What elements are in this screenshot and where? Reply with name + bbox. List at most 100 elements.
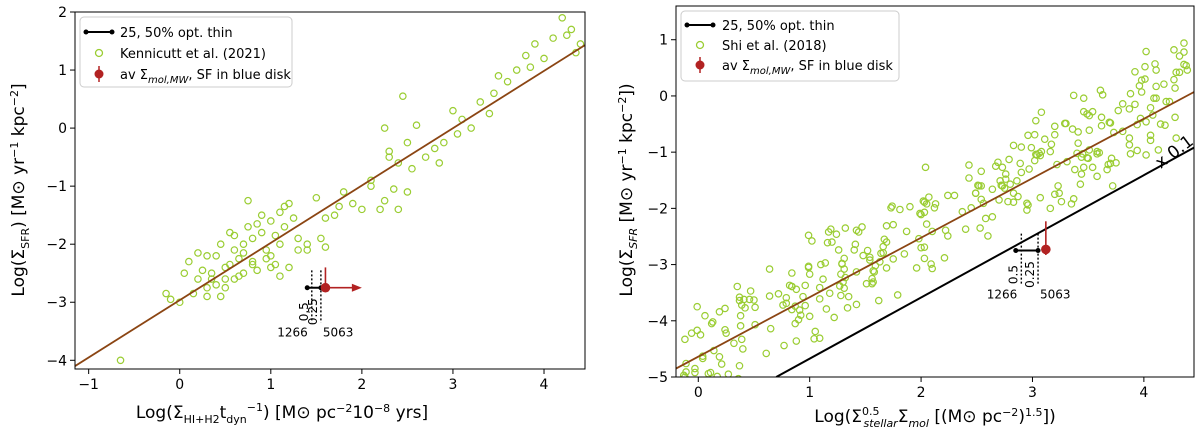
right-scatter-point: [745, 295, 754, 304]
right-scatter-point: [736, 322, 745, 330]
right-scatter-point: [930, 204, 939, 212]
right-scatter-point: [1098, 91, 1107, 99]
left-scatter-point: [262, 246, 271, 254]
left-scatter-point: [253, 220, 261, 228]
right-scatter-point: [874, 296, 883, 305]
left-scatter-point: [348, 199, 357, 208]
right-scatter-point: [708, 318, 717, 326]
right-scatter-point: [975, 182, 983, 190]
left-y-tick-label: 2: [58, 5, 67, 21]
left-scatter-point: [303, 246, 312, 254]
right-scatter-point: [815, 283, 824, 292]
right-scatter-point: [774, 290, 783, 298]
left-legend-label-2: Kennicutt et al. (2021): [120, 47, 266, 62]
left-y-axis-label: Log(ΣSFR) [M⊙ yr−1 kpc−2]: [8, 83, 32, 296]
right-scatter-point: [912, 264, 921, 272]
left-scatter-point: [435, 159, 444, 167]
right-scatter-point: [734, 374, 742, 377]
left-scatter-point: [248, 234, 257, 243]
right-scatter-point: [805, 312, 814, 321]
left-scatter-point: [330, 211, 339, 219]
left-scatter-point: [339, 188, 348, 196]
right-scatter-point: [858, 223, 866, 231]
right-scatter-point: [919, 197, 928, 205]
left-scatter-point: [180, 269, 189, 278]
right-scatter-point: [882, 221, 891, 230]
right-scatter-point: [721, 304, 729, 313]
right-scatter-point: [815, 295, 824, 303]
left-scatter-point: [226, 228, 234, 237]
right-scatter-point: [1046, 204, 1055, 213]
left-scatter-point: [248, 260, 257, 269]
right-scatter-point: [730, 339, 738, 348]
left-scatter-point: [321, 243, 330, 251]
right-scatter-point: [869, 266, 877, 275]
right-scatter-point: [981, 214, 990, 223]
right-scatter-point: [1001, 170, 1010, 178]
right-scatter-point: [1014, 192, 1022, 201]
right-scatter-point: [682, 368, 690, 376]
right-scatter-point: [1027, 143, 1036, 152]
right-scatter-point: [1180, 39, 1188, 47]
right-scatter-point: [854, 228, 863, 236]
right-scatter-point: [1154, 146, 1163, 154]
right-scatter-point: [1023, 206, 1031, 214]
right-scatter-point: [735, 293, 744, 301]
right-scatter-point: [678, 413, 684, 419]
left-scatter-point: [253, 266, 261, 275]
right-opt-thin-label: 0.5: [1006, 265, 1020, 284]
right-x-tick-label: 2: [917, 385, 926, 401]
left-opt-thin-label: 0.5: [297, 302, 311, 321]
right-scatter-point: [804, 263, 813, 272]
right-scatter-point: [1131, 100, 1139, 109]
right-scatter-point: [1017, 168, 1026, 177]
right-scatter-point: [1152, 94, 1160, 102]
right-scatter-point: [1170, 46, 1178, 54]
right-scatter-point: [1152, 82, 1160, 91]
right-scatter-point: [1030, 130, 1039, 139]
left-scatter-point: [385, 147, 393, 156]
left-scatter-point: [494, 72, 503, 80]
right-scatter-point: [920, 254, 929, 263]
left-scatter-point: [271, 231, 280, 240]
right-scatter-point: [1079, 163, 1088, 172]
left-scatter-point: [194, 275, 202, 283]
right-scatter-point: [765, 292, 774, 300]
right-scatter-point: [1096, 86, 1105, 95]
right-scatter-point: [1077, 170, 1086, 178]
right-scatter-point: [1141, 62, 1149, 71]
right-scatter-point: [1085, 126, 1094, 135]
right-y-tick-label: 0: [659, 89, 668, 105]
right-scatter-point: [681, 335, 689, 344]
left-scatter-point: [467, 124, 475, 132]
right-scatter-point: [965, 161, 973, 169]
right-scatter-point: [687, 329, 696, 337]
right-scatter-point: [819, 275, 827, 283]
left-scatter-point: [449, 106, 457, 115]
right-scatter-point: [817, 260, 825, 269]
right-scatter-point: [1118, 100, 1127, 108]
left-x-tick-label: 3: [448, 377, 457, 393]
left-scatter-point: [567, 25, 576, 34]
left-y-tick-label: −2: [46, 237, 67, 253]
left-scatter-point: [403, 138, 412, 147]
right-scatter-point: [1050, 130, 1059, 139]
right-scatter-point: [900, 250, 909, 258]
left-scatter-points: [116, 14, 585, 365]
right-scatter-point: [801, 281, 810, 290]
right-scatter-point: [1046, 147, 1055, 156]
right-scatter-point: [704, 369, 713, 377]
left-y-tick-label: 1: [58, 63, 67, 79]
right-scatter-point: [1175, 68, 1184, 77]
right-scatter-point: [863, 246, 872, 255]
right-scatter-point: [1047, 140, 1056, 149]
left-scatter-point: [562, 31, 571, 40]
right-scatter-point: [844, 292, 853, 301]
right-scatter-point: [921, 163, 930, 172]
right-scatter-point: [928, 227, 937, 236]
right-scatter-point: [1025, 165, 1033, 173]
right-scatter-point: [724, 370, 733, 377]
left-y-tick-label: −4: [46, 353, 67, 369]
right-scatter-point: [1162, 97, 1170, 106]
right-scatter-point: [1068, 125, 1077, 133]
